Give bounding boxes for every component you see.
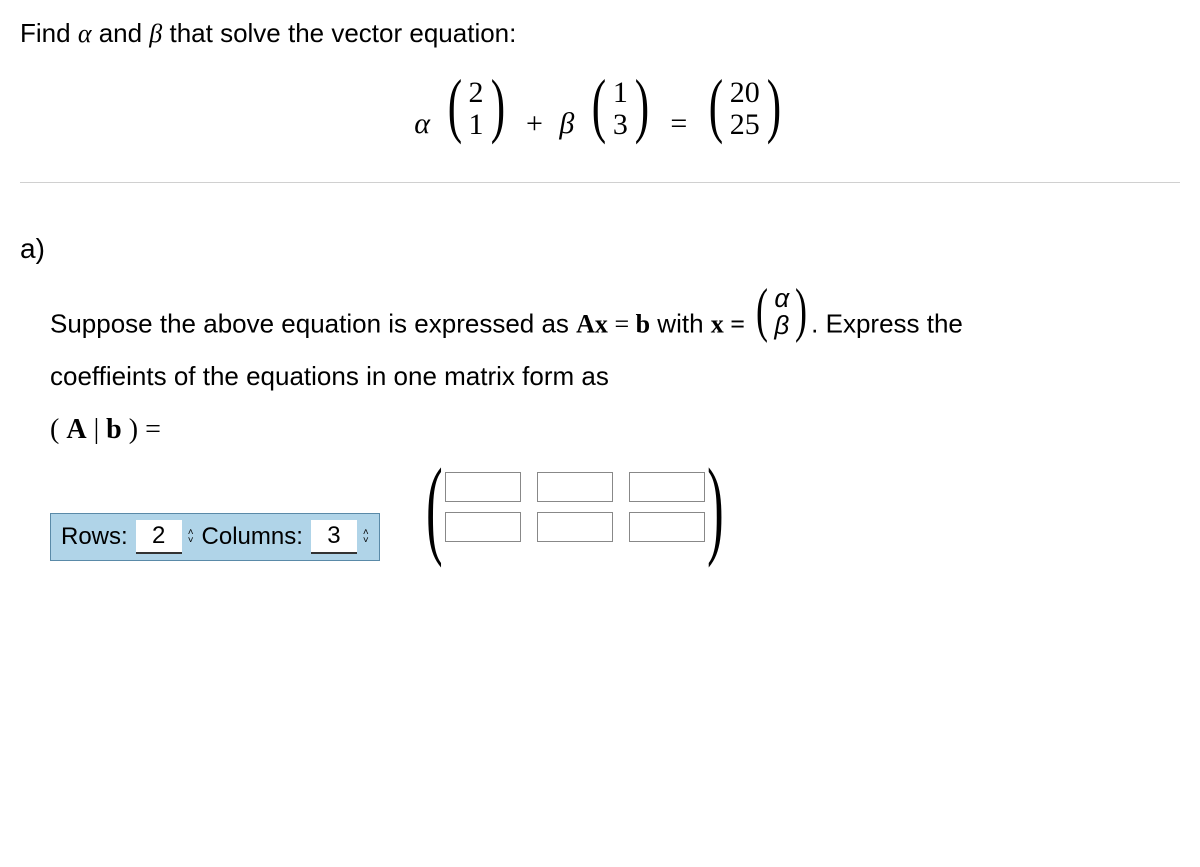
matrix-size-controls: Rows: 2 ˄ ˅ Columns: 3 ˄ ˅: [50, 513, 380, 561]
eq1: =: [608, 309, 636, 338]
matrix-input: ( ): [416, 462, 733, 552]
cols-stepper[interactable]: ˄ ˅: [363, 529, 369, 545]
cell-1-0[interactable]: [445, 512, 521, 542]
matrix-grid: [445, 472, 705, 542]
cell-0-2[interactable]: [629, 472, 705, 502]
line1-pre: Suppose the above equation is expressed …: [50, 308, 576, 338]
coef-alpha: α: [414, 107, 430, 140]
vector-1: ( 2 1 ): [443, 77, 510, 140]
cell-1-2[interactable]: [629, 512, 705, 542]
cell-0-0[interactable]: [445, 472, 521, 502]
vector-equation: α ( 2 1 ) + β ( 1 3 ) = ( 20 25 ): [20, 77, 1180, 142]
question-prompt: Find α and β that solve the vector equat…: [20, 18, 1180, 49]
matrix-open-paren: (: [426, 462, 442, 552]
xv-top: α: [774, 285, 789, 312]
r-bot: 25: [730, 109, 760, 141]
v2-top: 1: [613, 77, 628, 109]
with-text: with: [650, 308, 711, 338]
coef-beta: β: [559, 107, 574, 140]
Ax: Ax: [576, 309, 608, 338]
rows-input[interactable]: 2: [136, 520, 182, 554]
prompt-post: that solve the vector equation:: [162, 18, 516, 48]
cell-0-1[interactable]: [537, 472, 613, 502]
rows-down-icon[interactable]: ˅: [188, 537, 194, 545]
section-divider: [20, 182, 1180, 183]
rows-stepper[interactable]: ˄ ˅: [188, 529, 194, 545]
beta-symbol: β: [149, 19, 162, 48]
alpha-symbol: α: [78, 19, 92, 48]
line1-post: . Express the: [811, 308, 963, 338]
line2: coeffieints of the equations in one matr…: [50, 361, 609, 391]
part-a-body: Suppose the above equation is expressed …: [50, 285, 1180, 458]
cols-input[interactable]: 3: [311, 520, 357, 554]
rows-label: Rows:: [61, 523, 128, 551]
augmented-label: ( A | b ) =: [50, 414, 161, 445]
vector-2: ( 1 3 ): [587, 77, 654, 140]
v2-bot: 3: [613, 109, 628, 141]
x-vector: ( α β ): [752, 285, 811, 340]
prompt-pre: Find: [20, 18, 78, 48]
matrix-close-paren: ): [707, 462, 723, 552]
b-sym: b: [636, 309, 650, 338]
cell-1-1[interactable]: [537, 512, 613, 542]
cols-down-icon[interactable]: ˅: [363, 537, 369, 545]
equals-op: =: [670, 107, 687, 140]
r-top: 20: [730, 77, 760, 109]
v1-bot: 1: [469, 109, 484, 141]
x-eq: x =: [711, 309, 745, 338]
cols-label: Columns:: [202, 523, 303, 551]
v1-top: 2: [469, 77, 484, 109]
part-a-label: a): [20, 233, 1180, 265]
xv-bot: β: [774, 312, 789, 339]
result-vector: ( 20 25 ): [704, 77, 786, 140]
plus-op: +: [526, 107, 543, 140]
prompt-mid: and: [91, 18, 149, 48]
